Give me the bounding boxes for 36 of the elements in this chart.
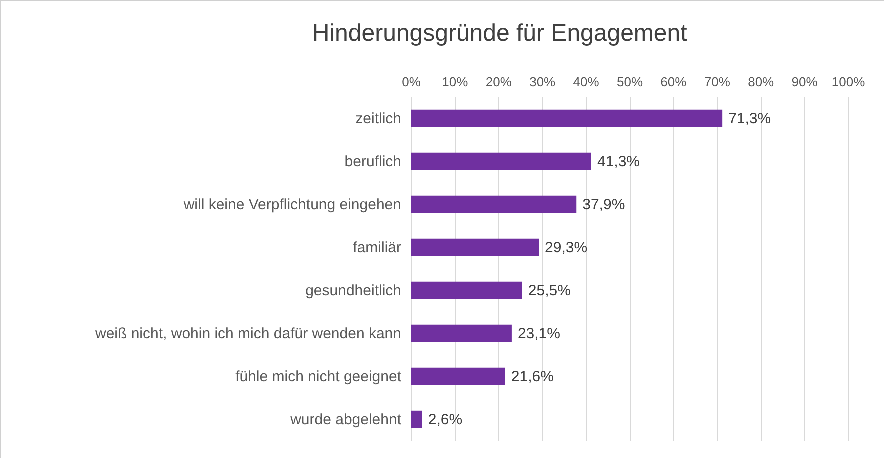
y-tick-label: wurde abgelehnt: [290, 412, 402, 428]
y-tick-label: familiär: [353, 240, 402, 256]
bar: [411, 152, 592, 170]
data-label: 41,3%: [597, 154, 640, 170]
y-tick-label: fühle mich nicht geeignet: [236, 368, 402, 386]
bar: [411, 368, 506, 386]
bar: [411, 196, 577, 214]
bar: [411, 282, 522, 300]
x-tick-label: 10%: [442, 74, 469, 90]
x-tick-label: 60%: [660, 74, 688, 90]
data-label: 29,3%: [545, 240, 588, 256]
x-tick-label: 40%: [573, 74, 600, 90]
y-tick-label: zeitlich: [356, 110, 402, 128]
data-label: 21,6%: [511, 368, 554, 386]
y-tick-label: beruflich: [344, 154, 402, 170]
y-tick-label: weiß nicht, wohin ich mich dafür wenden kann: [94, 326, 402, 342]
x-tick-label: 80%: [748, 74, 775, 90]
chart-title: Hinderungsgründe für Engagement: [312, 20, 688, 47]
y-tick-label: gesundheitlich: [306, 282, 402, 300]
data-label: 71,3%: [728, 110, 772, 128]
bar: [411, 238, 540, 256]
data-label: 37,9%: [582, 196, 626, 214]
bar: [411, 110, 723, 128]
x-tick-label: 20%: [486, 74, 512, 90]
x-tick-label: 90%: [792, 74, 818, 90]
x-tick-label: 100%: [832, 74, 866, 90]
y-tick-label: will keine Verpflichtung eingehen: [182, 196, 402, 214]
x-tick-label: 0%: [402, 74, 422, 90]
data-label: 2,6%: [428, 412, 463, 428]
x-tick-label: 30%: [530, 74, 556, 90]
x-tick-label: 50%: [616, 74, 644, 90]
data-label: 25,5%: [528, 282, 571, 300]
x-tick-label: 70%: [704, 74, 731, 90]
data-label: 23,1%: [518, 326, 560, 342]
bar: [411, 324, 512, 342]
bar: [411, 410, 422, 428]
